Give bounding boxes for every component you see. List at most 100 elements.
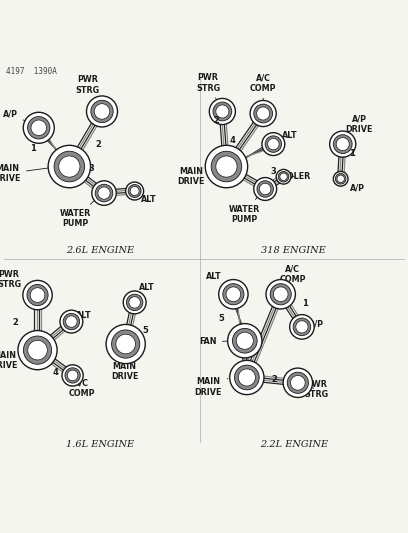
Circle shape xyxy=(67,370,78,381)
Text: PWR
STRG: PWR STRG xyxy=(0,270,35,294)
Text: PWR
STRG: PWR STRG xyxy=(196,73,221,109)
Text: MAIN
DRIVE: MAIN DRIVE xyxy=(0,351,26,370)
Circle shape xyxy=(235,365,259,390)
Text: IDLER: IDLER xyxy=(285,172,311,181)
Circle shape xyxy=(280,173,287,180)
Text: A/C
COMP: A/C COMP xyxy=(250,73,276,111)
Text: 4: 4 xyxy=(52,368,58,377)
Circle shape xyxy=(23,280,52,310)
Text: 5: 5 xyxy=(142,326,148,335)
Text: 2: 2 xyxy=(213,116,219,125)
Circle shape xyxy=(60,310,83,333)
Circle shape xyxy=(130,187,139,196)
Circle shape xyxy=(129,297,140,308)
Text: 2.2L ENGINE: 2.2L ENGINE xyxy=(260,440,328,449)
Circle shape xyxy=(273,287,288,302)
Text: 3: 3 xyxy=(271,167,276,176)
Circle shape xyxy=(250,100,276,126)
Circle shape xyxy=(287,372,308,393)
Circle shape xyxy=(330,131,356,157)
Circle shape xyxy=(111,330,140,358)
Text: WATER
PUMP: WATER PUMP xyxy=(229,191,262,224)
Text: ALT: ALT xyxy=(276,132,297,143)
Circle shape xyxy=(116,334,135,354)
Text: A/C
COMP: A/C COMP xyxy=(69,375,95,398)
Circle shape xyxy=(223,284,244,305)
Circle shape xyxy=(266,279,295,309)
Text: 5: 5 xyxy=(219,314,224,323)
Circle shape xyxy=(23,112,54,143)
Circle shape xyxy=(27,285,48,305)
Text: ALT: ALT xyxy=(136,283,155,300)
Text: 2.6L ENGINE: 2.6L ENGINE xyxy=(66,246,134,255)
Text: PWR
STRG: PWR STRG xyxy=(75,75,101,109)
Circle shape xyxy=(233,328,257,353)
Text: 2: 2 xyxy=(271,375,277,384)
Circle shape xyxy=(254,104,273,123)
Text: MAIN
DRIVE: MAIN DRIVE xyxy=(177,167,214,187)
Circle shape xyxy=(228,324,262,358)
Circle shape xyxy=(278,172,289,182)
Text: MAIN
DRIVE: MAIN DRIVE xyxy=(111,347,138,381)
Text: ALT: ALT xyxy=(135,191,157,204)
Circle shape xyxy=(62,365,83,386)
Circle shape xyxy=(211,151,242,182)
Circle shape xyxy=(216,105,229,118)
Circle shape xyxy=(54,151,84,182)
Text: 1: 1 xyxy=(349,149,355,158)
Text: ALT: ALT xyxy=(206,272,231,293)
Text: MAIN
DRIVE: MAIN DRIVE xyxy=(194,377,228,397)
Circle shape xyxy=(23,336,52,364)
Circle shape xyxy=(63,313,80,330)
Circle shape xyxy=(333,172,348,186)
Circle shape xyxy=(254,177,277,200)
Circle shape xyxy=(213,102,232,121)
Circle shape xyxy=(226,287,241,302)
Text: ALT: ALT xyxy=(71,311,91,321)
Circle shape xyxy=(30,288,45,302)
Circle shape xyxy=(48,146,91,188)
Circle shape xyxy=(230,360,264,394)
Circle shape xyxy=(94,104,110,119)
Circle shape xyxy=(106,325,145,364)
Circle shape xyxy=(265,136,282,152)
Circle shape xyxy=(65,368,80,383)
Text: 318 ENGINE: 318 ENGINE xyxy=(262,246,326,255)
Circle shape xyxy=(296,321,308,333)
Circle shape xyxy=(268,139,279,150)
Circle shape xyxy=(86,96,118,127)
Circle shape xyxy=(262,133,285,156)
Text: 4197  1390A: 4197 1390A xyxy=(6,67,57,76)
Circle shape xyxy=(270,284,291,305)
Circle shape xyxy=(336,138,349,151)
Circle shape xyxy=(92,181,116,205)
Circle shape xyxy=(128,184,141,198)
Circle shape xyxy=(126,182,144,200)
Circle shape xyxy=(219,279,248,309)
Circle shape xyxy=(238,369,255,386)
Circle shape xyxy=(205,146,248,188)
Circle shape xyxy=(98,187,110,199)
Circle shape xyxy=(28,117,50,139)
Circle shape xyxy=(216,156,237,177)
Circle shape xyxy=(276,169,291,184)
Circle shape xyxy=(59,156,80,177)
Circle shape xyxy=(337,175,344,182)
Text: 1.6L ENGINE: 1.6L ENGINE xyxy=(66,440,134,449)
Text: A/P: A/P xyxy=(302,320,324,329)
Circle shape xyxy=(259,183,271,195)
Circle shape xyxy=(290,314,314,339)
Text: A/P: A/P xyxy=(3,109,36,126)
Text: 3: 3 xyxy=(89,164,95,173)
Circle shape xyxy=(257,107,270,120)
Text: MAIN
DRIVE: MAIN DRIVE xyxy=(0,164,56,183)
Circle shape xyxy=(236,332,253,349)
Circle shape xyxy=(126,294,143,311)
Circle shape xyxy=(293,318,311,336)
Text: 1: 1 xyxy=(30,144,35,154)
Circle shape xyxy=(66,316,77,327)
Text: FAN: FAN xyxy=(200,337,232,346)
Circle shape xyxy=(123,291,146,314)
Text: A/P
DRIVE: A/P DRIVE xyxy=(344,115,373,142)
Circle shape xyxy=(333,135,352,154)
